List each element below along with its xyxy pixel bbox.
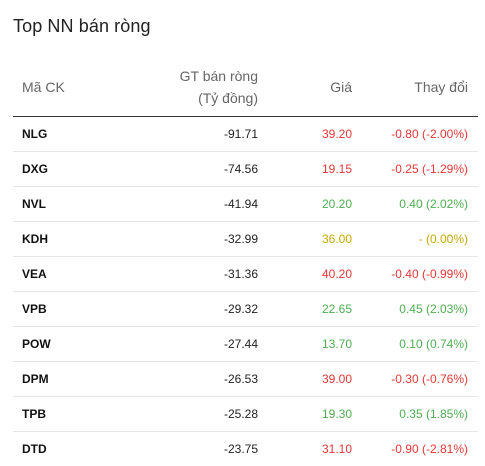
symbol-cell[interactable]: NLG: [13, 117, 103, 152]
symbol-cell[interactable]: DXG: [13, 152, 103, 187]
symbol-cell[interactable]: TPB: [13, 397, 103, 432]
table-row[interactable]: NLG -91.71 39.20 -0.80 (-2.00%): [13, 117, 478, 152]
symbol-cell[interactable]: KDH: [13, 222, 103, 257]
symbol-cell[interactable]: POW: [13, 327, 103, 362]
net-sell-value-cell: -91.71: [103, 117, 258, 152]
change-cell: -0.40 (-0.99%): [352, 257, 478, 292]
net-sell-table: Mã CK GT bán ròng (Tỷ đồng) Giá Thay đổi…: [13, 57, 478, 466]
net-sell-value-cell: -26.53: [103, 362, 258, 397]
change-cell: 0.35 (1.85%): [352, 397, 478, 432]
price-cell: 39.20: [258, 117, 352, 152]
table-row[interactable]: KDH -32.99 36.00 - (0.00%): [13, 222, 478, 257]
table-body: NLG -91.71 39.20 -0.80 (-2.00%) DXG -74.…: [13, 117, 478, 466]
net-sell-value-cell: -41.94: [103, 187, 258, 222]
table-header-row: Mã CK GT bán ròng (Tỷ đồng) Giá Thay đổi: [13, 57, 478, 117]
table-row[interactable]: TPB -25.28 19.30 0.35 (1.85%): [13, 397, 478, 432]
table-row[interactable]: POW -27.44 13.70 0.10 (0.74%): [13, 327, 478, 362]
symbol-cell[interactable]: VEA: [13, 257, 103, 292]
net-sell-value-cell: -74.56: [103, 152, 258, 187]
change-cell: 0.40 (2.02%): [352, 187, 478, 222]
net-sell-value-cell: -29.32: [103, 292, 258, 327]
table-row[interactable]: VEA -31.36 40.20 -0.40 (-0.99%): [13, 257, 478, 292]
table-row[interactable]: NVL -41.94 20.20 0.40 (2.02%): [13, 187, 478, 222]
change-cell: -0.80 (-2.00%): [352, 117, 478, 152]
price-cell: 36.00: [258, 222, 352, 257]
header-net-sell-value: GT bán ròng (Tỷ đồng): [103, 57, 258, 117]
header-change: Thay đổi: [352, 57, 478, 117]
change-cell: - (0.00%): [352, 222, 478, 257]
price-cell: 19.30: [258, 397, 352, 432]
price-cell: 22.65: [258, 292, 352, 327]
net-sell-value-cell: -31.36: [103, 257, 258, 292]
widget-title: Top NN bán ròng: [13, 16, 151, 37]
price-cell: 31.10: [258, 432, 352, 466]
table-row[interactable]: DXG -74.56 19.15 -0.25 (-1.29%): [13, 152, 478, 187]
net-sell-value-cell: -27.44: [103, 327, 258, 362]
price-cell: 20.20: [258, 187, 352, 222]
symbol-cell[interactable]: DTD: [13, 432, 103, 466]
symbol-cell[interactable]: VPB: [13, 292, 103, 327]
change-cell: 0.45 (2.03%): [352, 292, 478, 327]
net-sell-value-cell: -32.99: [103, 222, 258, 257]
header-price: Giá: [258, 57, 352, 117]
price-cell: 19.15: [258, 152, 352, 187]
header-net-sell-value-line2: (Tỷ đồng): [103, 87, 258, 109]
symbol-cell[interactable]: DPM: [13, 362, 103, 397]
change-cell: -0.30 (-0.76%): [352, 362, 478, 397]
net-sell-value-cell: -25.28: [103, 397, 258, 432]
price-cell: 39.00: [258, 362, 352, 397]
symbol-cell[interactable]: NVL: [13, 187, 103, 222]
change-cell: -0.90 (-2.81%): [352, 432, 478, 466]
table-row[interactable]: DTD -23.75 31.10 -0.90 (-2.81%): [13, 432, 478, 466]
header-net-sell-value-line1: GT bán ròng: [103, 65, 258, 87]
table-row[interactable]: VPB -29.32 22.65 0.45 (2.03%): [13, 292, 478, 327]
table-row[interactable]: DPM -26.53 39.00 -0.30 (-0.76%): [13, 362, 478, 397]
net-sell-value-cell: -23.75: [103, 432, 258, 466]
change-cell: -0.25 (-1.29%): [352, 152, 478, 187]
price-cell: 13.70: [258, 327, 352, 362]
change-cell: 0.10 (0.74%): [352, 327, 478, 362]
price-cell: 40.20: [258, 257, 352, 292]
header-symbol: Mã CK: [13, 57, 103, 117]
